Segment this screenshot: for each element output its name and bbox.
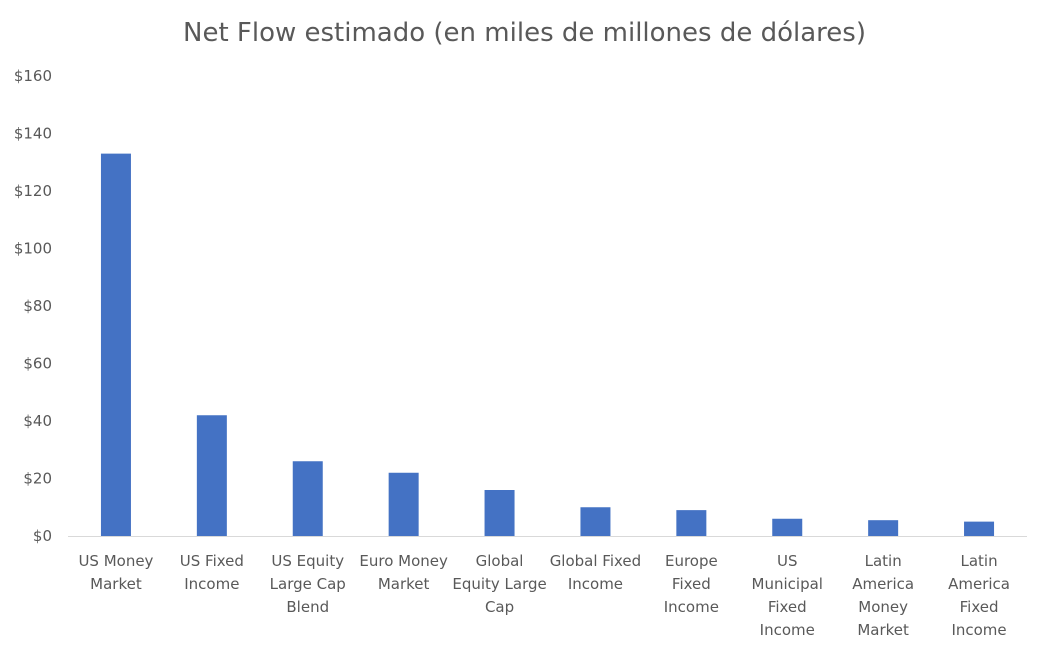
bar: [676, 510, 707, 536]
y-tick-label: $120: [14, 182, 52, 200]
x-axis: US Money Market US Fixed Income US Equity Lar…: [78, 552, 1010, 639]
bar: [772, 518, 803, 536]
x-tick-label: Global Equity Large Cap: [452, 552, 546, 616]
y-tick-label: $100: [14, 240, 52, 258]
bar: [484, 490, 515, 536]
x-tick-label: Global Fixed Income: [550, 552, 642, 593]
y-tick-label: $160: [14, 67, 52, 85]
bar: [100, 153, 131, 536]
y-tick-label: $140: [14, 125, 52, 143]
bar: [580, 507, 611, 536]
x-tick-label: Latin America Fixed Income: [948, 552, 1010, 639]
bar: [292, 461, 323, 536]
x-tick-label: Europe Fixed Income: [664, 552, 719, 616]
bar: [964, 521, 995, 536]
y-axis: $0 $20 $40 $60 $80 $100 $120 $140 $160: [14, 67, 52, 545]
x-tick-label: US Municipal Fixed Income: [752, 552, 823, 639]
y-tick-label: $40: [23, 412, 52, 430]
x-tick-label: US Money Market: [78, 552, 153, 593]
y-tick-label: $80: [23, 297, 52, 315]
bar: [388, 472, 419, 536]
bar: [868, 520, 899, 536]
x-tick-label: Latin America Money Market: [852, 552, 914, 639]
bar: [196, 415, 227, 536]
bars: [100, 153, 995, 536]
x-tick-label: Euro Money Market: [359, 552, 448, 593]
chart-title: Net Flow estimado (en miles de millones …: [183, 18, 866, 48]
x-tick-label: US Fixed Income: [180, 552, 244, 593]
y-tick-label: $60: [23, 355, 52, 373]
y-tick-label: $0: [33, 527, 52, 545]
y-tick-label: $20: [23, 470, 52, 488]
x-tick-label: US Equity Large Cap Blend: [270, 552, 346, 616]
